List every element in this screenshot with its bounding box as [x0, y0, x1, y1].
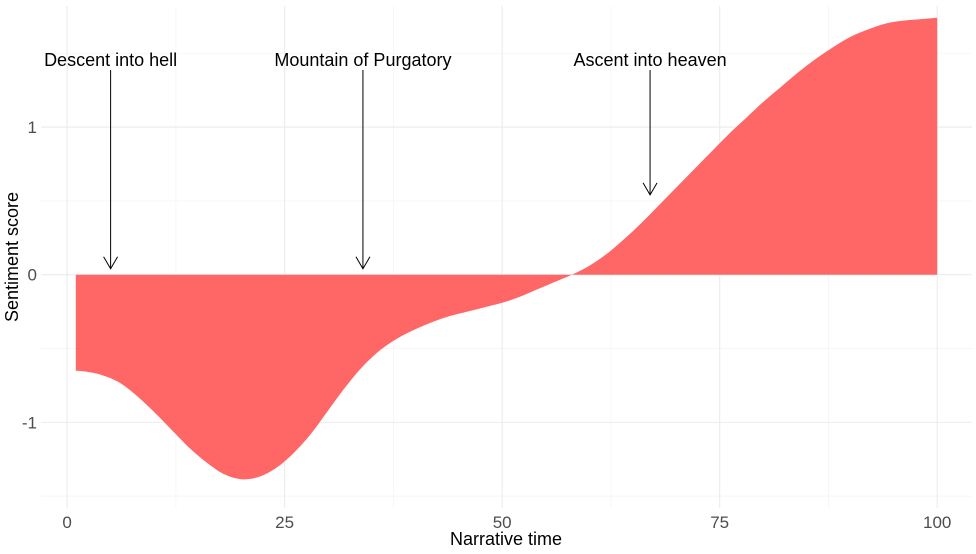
sentiment-area-series [75, 17, 938, 480]
tick-layer: 0 25 50 75 100 -1 0 1 [22, 118, 952, 532]
annotation-arrow-head [355, 256, 371, 270]
x-tick-label: 25 [275, 513, 294, 532]
annotation-layer: Descent into hell Mountain of Purgatory As… [44, 50, 727, 270]
y-axis-title: Sentiment score [2, 192, 22, 322]
annotation-arrow-head [103, 256, 119, 270]
y-tick-label: 0 [28, 266, 37, 285]
annotation: Descent into hell [44, 50, 177, 270]
area-layer [75, 17, 938, 480]
x-tick-label: 100 [923, 513, 951, 532]
annotation: Mountain of Purgatory [274, 50, 451, 270]
x-axis-title: Narrative time [450, 529, 562, 549]
annotation-label: Descent into hell [44, 50, 177, 70]
annotation: Ascent into heaven [574, 50, 727, 196]
x-tick-label: 75 [710, 513, 729, 532]
annotation-label: Ascent into heaven [574, 50, 727, 70]
annotation-arrow-head [642, 182, 658, 196]
annotation-label: Mountain of Purgatory [274, 50, 451, 70]
x-tick-label: 50 [493, 513, 512, 532]
y-tick-label: 1 [28, 118, 37, 137]
y-tick-label: -1 [22, 413, 37, 432]
x-tick-label: 0 [62, 513, 71, 532]
